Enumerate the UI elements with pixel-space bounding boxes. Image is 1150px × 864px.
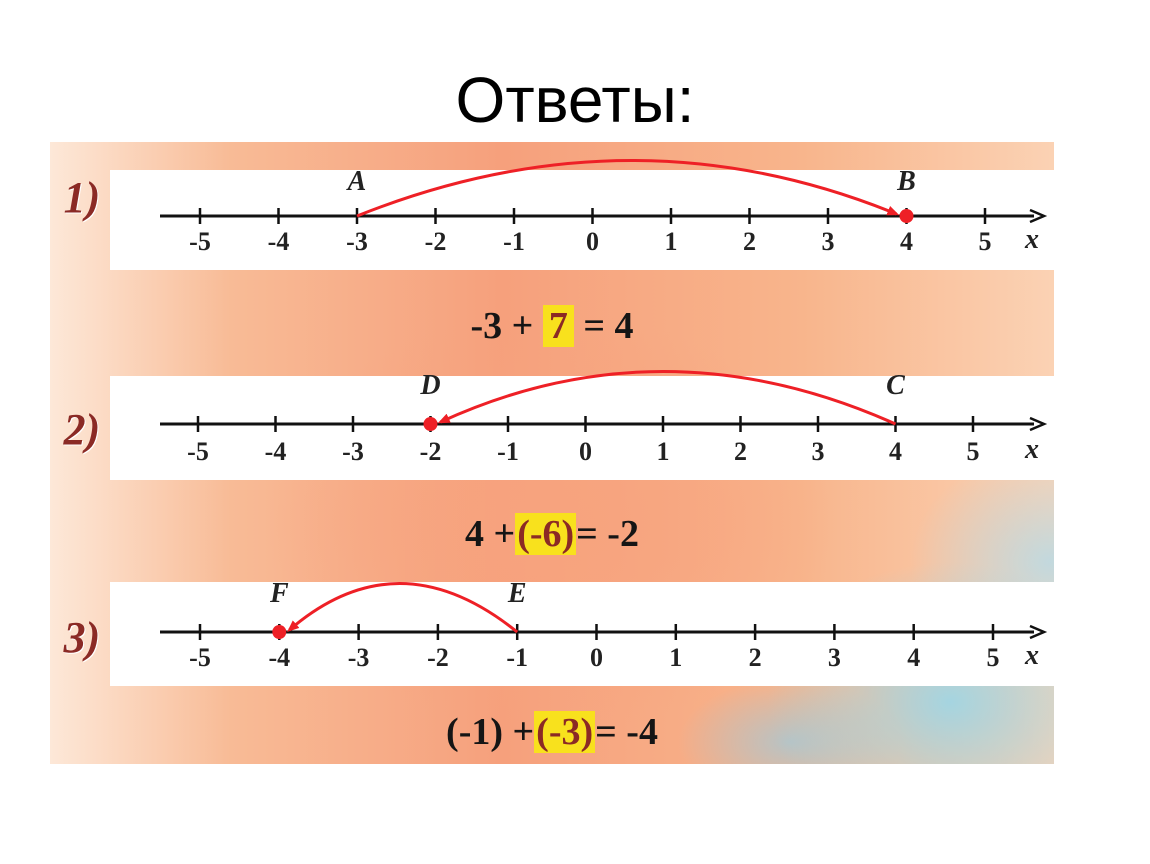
task-2-tick-label: 5 [967, 437, 980, 466]
equation-2: 4 +(-6)= -2 [50, 512, 1054, 556]
task-3-tick-label: -3 [348, 643, 370, 672]
task-3-tick-label: -5 [189, 643, 211, 672]
task-3-tick-label: -2 [427, 643, 449, 672]
task-2-tick-label: 3 [812, 437, 825, 466]
task-1-axis-arrowhead [1029, 208, 1048, 224]
task-number-1: 1) [63, 173, 101, 222]
task-1-tick-label: -1 [503, 227, 525, 256]
task-1-start-point-name: A [346, 166, 367, 197]
task-3-tick-label: 4 [907, 643, 920, 672]
equation-3-addend: (-3) [534, 711, 596, 753]
task-2-tick-label: 1 [657, 437, 670, 466]
task-3-end-point-name: F [269, 578, 289, 609]
task-3-tick-label: -4 [268, 643, 290, 672]
task-2-tick-label: -2 [420, 437, 442, 466]
answers-panel: -5 -4 -3 -2 -1 0 1 2 3 4 5 x A B -5 -4 -3 -2 -1 0 1 2 3 4 5 x C D -5… [50, 142, 1054, 764]
equation-1-addend: 7 [542, 305, 574, 347]
task-1-tick-label: -2 [425, 227, 447, 256]
task-1-tick-label: 1 [665, 227, 678, 256]
task-1-tick-label: -4 [268, 227, 290, 256]
equation-3-right: = -4 [595, 711, 658, 753]
task-1-tick-label: -5 [189, 227, 211, 256]
task-number-3: 3) [63, 613, 101, 662]
task-2-tick-label: 0 [579, 437, 592, 466]
task-2-tick-label: -3 [342, 437, 364, 466]
task-1-axis-symbol: x [1024, 224, 1039, 255]
task-2-tick-label: -4 [265, 437, 287, 466]
task-2-axis-symbol: x [1024, 434, 1039, 465]
equation-3: (-1) +(-3)= -4 [50, 710, 1054, 754]
equation-1: -3 + 7 = 4 [50, 304, 1054, 348]
task-2-tick-label: -5 [187, 437, 209, 466]
task-3-start-point-name: E [507, 578, 527, 609]
task-2-start-point-name: C [886, 370, 905, 401]
task-3-tick-label: 5 [987, 643, 1000, 672]
task-1-tick-label: 3 [822, 227, 835, 256]
equation-1-left: -3 + [470, 305, 534, 347]
task-1-jump-arc [356, 159, 900, 218]
task-3-jump-arc [287, 582, 519, 634]
task-2-jump-arc [437, 370, 897, 426]
task-3-tick-label: 3 [828, 643, 841, 672]
task-3-axis-symbol: x [1024, 640, 1039, 671]
task-1-tick-label: 0 [586, 227, 599, 256]
equation-2-addend: (-6) [515, 513, 577, 555]
task-1-tick-label: -3 [346, 227, 368, 256]
task-1-tick-label: 4 [900, 227, 913, 256]
task-2-tick-label: -1 [497, 437, 519, 466]
task-3-tick-label: 0 [590, 643, 603, 672]
equation-3-left: (-1) + [446, 711, 535, 753]
equation-1-right: = 4 [583, 305, 634, 347]
task-number-2: 2) [63, 405, 101, 454]
task-2-end-point-name: D [419, 370, 440, 401]
task-1-tick-label: 2 [743, 227, 756, 256]
task-3-tick-label: 1 [669, 643, 682, 672]
task-1-end-point [899, 209, 914, 223]
task-2-axis-arrowhead [1029, 416, 1048, 432]
task-2-tick-label: 2 [734, 437, 747, 466]
task-2-tick-label: 4 [889, 437, 902, 466]
task-1-strip [110, 170, 1054, 270]
slide-title: Ответы: [455, 64, 695, 136]
task-3-strip [110, 582, 1054, 686]
task-3-tick-label: -1 [506, 643, 528, 672]
equation-2-left: 4 + [465, 513, 516, 555]
task-3-tick-label: 2 [749, 643, 762, 672]
task-2-end-point [423, 417, 438, 431]
task-1-tick-label: 5 [979, 227, 992, 256]
task-1-end-point-name: B [896, 166, 916, 197]
task-3-axis-arrowhead [1029, 624, 1048, 640]
task-3-end-point [272, 625, 287, 639]
number-lines-canvas: -5 -4 -3 -2 -1 0 1 2 3 4 5 xA B-5 -4 -3 -2 -1 0 1 2 3 4 5 xCD-5… [110, 159, 1054, 686]
equation-2-right: = -2 [576, 513, 639, 555]
